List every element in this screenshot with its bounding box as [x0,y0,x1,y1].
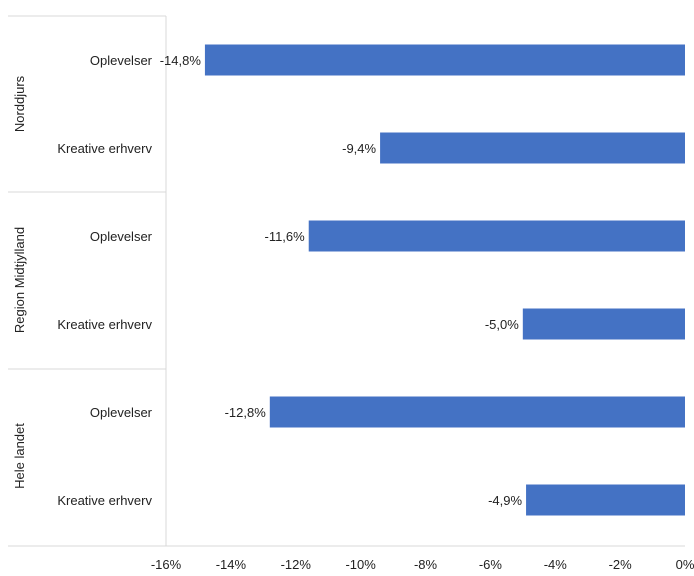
category-label: Kreative erhverv [57,317,152,332]
bar [269,396,685,428]
category-label: Oplevelser [90,229,153,244]
data-label: -4,9% [488,493,522,508]
category-label: Kreative erhverv [57,141,152,156]
bar [380,132,685,164]
x-tick-label: -2% [609,557,633,572]
data-label: -9,4% [342,141,376,156]
x-tick-label: -14% [216,557,247,572]
bar [308,220,685,252]
x-tick-label: -12% [281,557,312,572]
group-label: Norddjurs [12,75,27,132]
data-label: -11,6% [264,229,305,244]
x-tick-label: -4% [544,557,568,572]
group-label: Region Midtjylland [12,227,27,333]
x-tick-label: -8% [414,557,438,572]
group-labels: Norddjurs Region Midtjylland Hele landet [12,75,27,489]
bar [204,44,686,76]
data-label: -12,8% [225,405,267,420]
bar [526,484,685,516]
x-tick-label: -16% [151,557,182,572]
axis-lines [8,15,685,547]
x-tick-label: 0% [676,557,694,572]
bar [522,308,685,340]
x-axis-tick-labels: -16% -14% -12% -10% -8% -6% -4% -2% 0% [151,557,694,572]
category-label: Oplevelser [90,53,153,68]
category-label: Oplevelser [90,405,153,420]
x-tick-label: -6% [479,557,503,572]
group-label: Hele landet [12,423,27,489]
data-label: -14,8% [160,53,202,68]
x-tick-label: -10% [345,557,376,572]
category-label: Kreative erhverv [57,493,152,508]
data-label: -5,0% [485,317,519,332]
bars: -14,8% -9,4% -11,6% -5,0% -12,8% -4,9% [160,44,686,516]
category-labels: Oplevelser Kreative erhverv Oplevelser Krea… [57,53,152,508]
